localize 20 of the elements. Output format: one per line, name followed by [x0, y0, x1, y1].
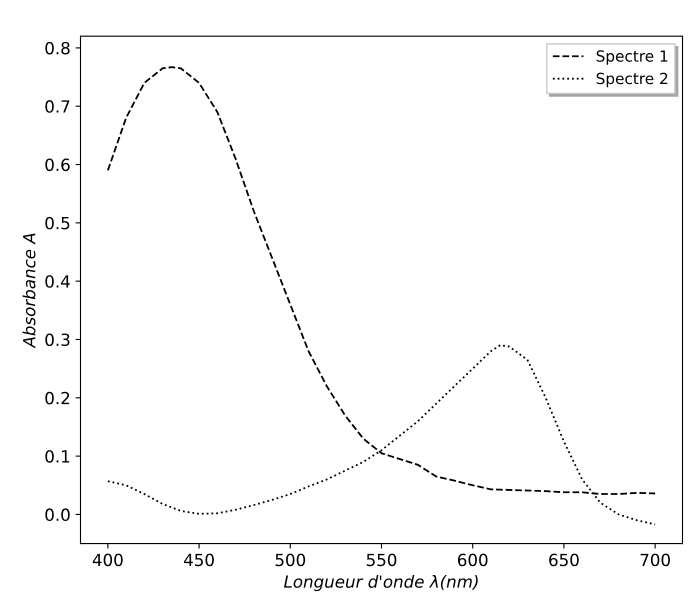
y-tick-label: 0.5	[45, 216, 70, 230]
y-tick-label: 0.3	[45, 333, 70, 346]
y-tick-label: 0.8	[45, 42, 70, 54]
y-axis-title: Absorbance A	[22, 233, 36, 348]
x-tick-label: 650	[549, 554, 579, 566]
x-tick-label: 700	[640, 554, 670, 566]
legend-label: Spectre 1	[596, 50, 668, 65]
y-tick-label: 0.6	[45, 158, 70, 172]
y-tick-label: 0.2	[45, 392, 70, 404]
y-tick-label: 0.4	[45, 275, 70, 288]
y-tick-label: 0.1	[45, 450, 70, 463]
y-tick-label: 0.0	[45, 508, 70, 522]
legend-label: Spectre 2	[596, 72, 668, 88]
x-tick-label: 500	[276, 554, 306, 566]
x-tick-label: 450	[184, 554, 214, 566]
x-tick-label: 400	[92, 554, 123, 566]
y-tick-label: 0.7	[45, 100, 70, 113]
x-tick-label: 600	[458, 554, 488, 566]
x-axis-title: Longueur d'onde λ(nm)	[284, 575, 478, 592]
x-tick-label: 550	[366, 554, 396, 566]
